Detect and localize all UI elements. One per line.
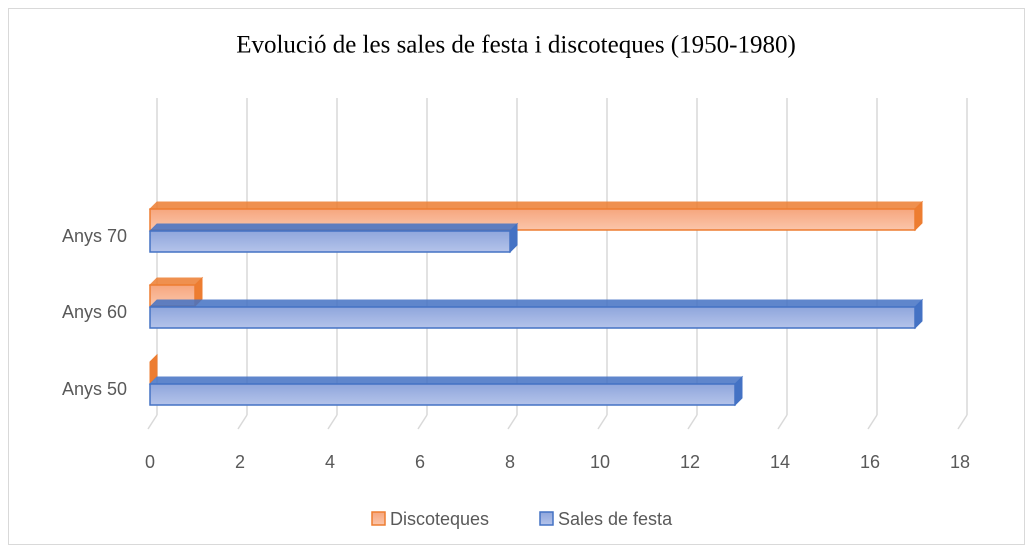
x-tick-label: 8 <box>505 452 515 472</box>
grid-line-foot <box>867 414 878 430</box>
y-tick-label: Anys 70 <box>62 226 127 246</box>
bar-top <box>148 277 204 286</box>
y-tick-label: Anys 60 <box>62 302 127 322</box>
bar-top <box>148 299 924 308</box>
x-tick-label: 6 <box>415 452 425 472</box>
bar <box>149 353 158 385</box>
grid-line-foot <box>237 414 248 430</box>
bar-side <box>149 353 158 385</box>
bar-front <box>149 306 916 329</box>
grid-line-foot <box>777 414 788 430</box>
grid-line-foot <box>147 414 158 430</box>
bar-top <box>148 201 924 210</box>
grid-line-foot <box>597 414 608 430</box>
legend-swatch <box>539 511 554 526</box>
x-tick-label: 10 <box>590 452 610 472</box>
x-tick-label: 0 <box>145 452 155 472</box>
legend-swatch <box>371 511 386 526</box>
x-tick-label: 18 <box>950 452 970 472</box>
bar-front <box>149 230 511 253</box>
x-tick-label: 12 <box>680 452 700 472</box>
x-tick-label: 2 <box>235 452 245 472</box>
x-tick-label: 14 <box>770 452 790 472</box>
grid-line-foot <box>687 414 698 430</box>
y-tick-label: Anys 50 <box>62 379 127 399</box>
grid-line-foot <box>507 414 518 430</box>
bar-top <box>148 223 519 232</box>
grid-line-foot <box>327 414 338 430</box>
legend-label: Sales de festa <box>558 509 673 529</box>
legend-label: Discoteques <box>390 509 489 529</box>
bar-front <box>149 383 736 406</box>
x-tick-label: 16 <box>860 452 880 472</box>
bar-top <box>148 376 744 385</box>
bar <box>148 375 744 407</box>
x-tick-label: 4 <box>325 452 335 472</box>
grid-line-foot <box>417 414 428 430</box>
bar <box>148 222 519 254</box>
chart-title: Evolució de les sales de festa i discote… <box>236 32 796 59</box>
bar <box>148 298 924 330</box>
grid-line-foot <box>957 414 968 430</box>
